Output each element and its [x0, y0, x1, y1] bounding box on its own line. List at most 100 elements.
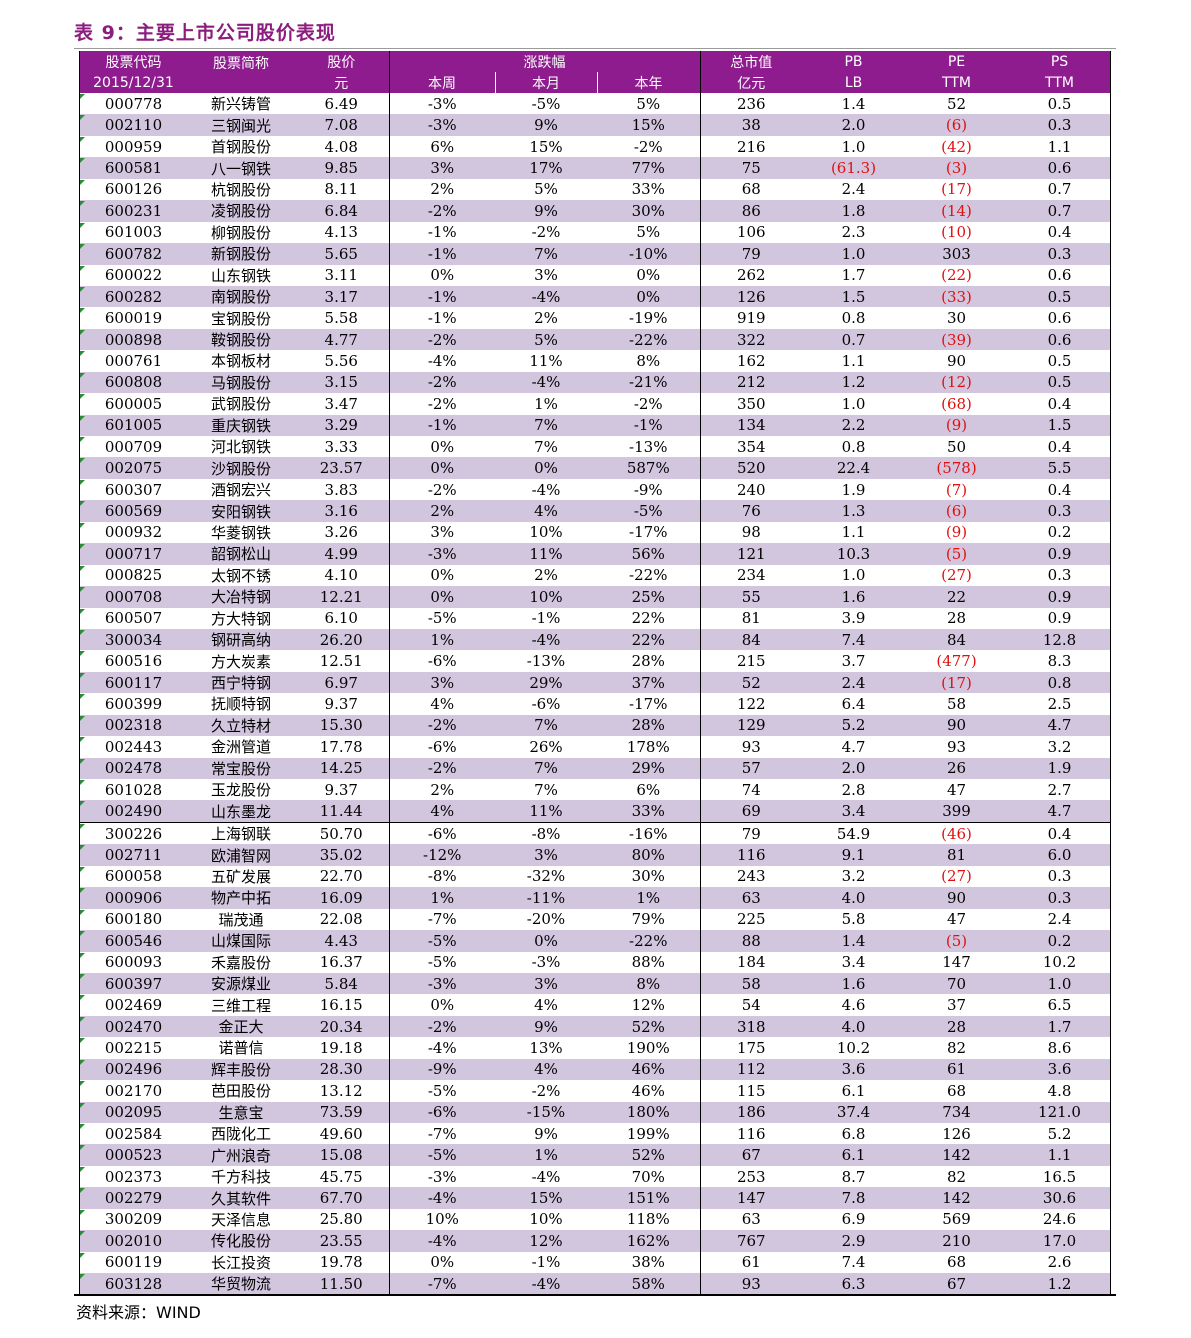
stock-code-cell: 300226	[79, 821, 188, 845]
market-cap-cell: 236	[699, 93, 803, 115]
change-month-cell: -8%	[495, 821, 597, 845]
change-year-cell: 0%	[636, 266, 661, 285]
pe-cell: 61	[905, 1058, 1009, 1081]
pb-cell: 5.8	[841, 910, 866, 929]
price-cell: 4.99	[294, 543, 389, 565]
stock-name-cell: 诺普信	[218, 1039, 264, 1058]
change-week-cell: -5%	[388, 951, 495, 973]
change-month-cell: -4%	[495, 1273, 597, 1295]
change-year-cell: 80%	[597, 844, 701, 866]
header-pe-type: TTM	[905, 72, 1009, 93]
change-week-cell: 0%	[388, 457, 495, 479]
table-title: 表 9：主要上市公司股价表现	[74, 22, 336, 44]
table-row: 600058 五矿发展 22.70 -8% -32% 30% 243 3.2 (27) 0.3	[79, 865, 1111, 888]
change-week-cell: -2%	[388, 371, 495, 394]
change-year-cell: -22%	[597, 328, 701, 351]
price-cell: 16.15	[319, 996, 363, 1015]
change-month-cell: -2%	[531, 223, 561, 242]
price-cell: 4.10	[324, 566, 358, 585]
price-cell: 4.13	[324, 223, 358, 242]
stock-name-cell: 山东钢铁	[210, 266, 271, 285]
change-week-cell: -6%	[388, 650, 495, 672]
price-cell: 17.78	[319, 737, 363, 756]
market-cap-cell: 75	[699, 157, 803, 179]
change-month-cell: 7%	[495, 757, 597, 779]
pe-cell: (477)	[936, 652, 977, 671]
market-cap-cell: 147	[699, 1187, 803, 1209]
pb-cell: 1.1	[841, 351, 866, 370]
market-cap-cell: 38	[699, 114, 803, 136]
change-month-cell: -11%	[495, 887, 597, 909]
price-cell: 73.59	[294, 1101, 389, 1123]
change-year-cell: 30%	[597, 200, 701, 222]
pe-cell: 22	[905, 586, 1009, 608]
stock-name-cell: 芭田股份	[210, 1082, 271, 1101]
change-month-cell: 9%	[495, 1015, 597, 1038]
change-year-cell: 180%	[597, 1101, 701, 1123]
market-cap-cell: 162	[699, 350, 803, 372]
bottom-rule	[74, 1294, 1116, 1296]
change-month-cell: 7%	[495, 243, 597, 265]
table-row: 002584 西陇化工 49.60 -7% 9% 199% 116 6.8 126 5.2	[79, 1123, 1111, 1145]
change-month-cell: 10%	[529, 1210, 563, 1229]
header-price: 股价	[294, 51, 389, 72]
change-month-cell: -15%	[495, 1101, 597, 1123]
pb-cell: 10.2	[836, 1038, 871, 1057]
change-year-cell: -5%	[597, 500, 701, 522]
stock-code-cell: 002215	[79, 1037, 188, 1058]
ps-cell: 2.5	[1047, 694, 1072, 713]
pb-cell: 3.4	[802, 800, 906, 823]
price-cell: 6.10	[324, 609, 358, 628]
pb-cell: 1.2	[802, 371, 906, 394]
stock-code-cell: 600093	[79, 952, 188, 973]
change-week-cell: 4%	[388, 800, 495, 823]
pe-cell: 93	[946, 737, 967, 756]
stock-name-cell: 柳钢股份	[210, 223, 271, 242]
change-month-cell: 11%	[529, 351, 563, 370]
market-cap-cell: 67	[699, 1144, 803, 1166]
stock-code-cell: 600399	[79, 693, 188, 714]
change-year-cell: -16%	[597, 821, 701, 845]
ps-cell: 5.5	[1008, 457, 1112, 479]
change-month-cell: 29%	[495, 671, 597, 694]
market-cap-cell: 225	[699, 908, 803, 931]
stock-code-cell: 600022	[79, 265, 188, 286]
ps-cell: 12.8	[1008, 628, 1112, 651]
market-cap-cell: 63	[699, 887, 803, 909]
header-mcap-unit: 亿元	[699, 72, 803, 93]
stock-name-cell: 酒钢宏兴	[210, 481, 271, 500]
change-year-cell: -9%	[633, 480, 663, 499]
table-row: 600569 安阳钢铁 3.16 2% 4% -5% 76 1.3 (6) 0.3	[79, 500, 1112, 522]
ps-cell: 1.2	[1008, 1273, 1112, 1295]
stock-name-cell: 宝钢股份	[210, 309, 271, 328]
stock-code-cell: 000761	[79, 350, 188, 371]
pb-cell: 2.9	[802, 1230, 906, 1252]
market-cap-cell: 243	[699, 865, 803, 888]
change-month-cell: 1%	[534, 394, 558, 413]
pe-cell: (68)	[941, 394, 972, 413]
stock-name-cell: 河北钢铁	[210, 438, 271, 457]
price-cell: 11.50	[294, 1273, 389, 1295]
stock-code-cell: 600005	[79, 393, 188, 414]
pe-cell: 81	[905, 844, 1009, 866]
change-month-cell: 15%	[529, 137, 563, 156]
ps-cell: 0.5	[1008, 371, 1112, 394]
stock-code-cell: 600019	[79, 307, 188, 328]
change-year-cell: -21%	[597, 371, 701, 394]
pb-cell: 6.1	[841, 1081, 866, 1100]
change-week-cell: -5%	[388, 930, 495, 952]
market-cap-cell: 52	[699, 671, 803, 694]
stock-name-cell: 物产中拓	[188, 887, 294, 909]
stock-code-cell: 002318	[79, 714, 188, 737]
stock-code-cell: 601028	[79, 779, 188, 800]
pe-cell: 58	[946, 694, 967, 713]
change-year-cell: -10%	[597, 243, 701, 265]
ps-cell: 0.4	[1047, 394, 1072, 413]
market-cap-cell: 215	[699, 650, 803, 672]
pb-cell: 1.4	[841, 94, 866, 113]
table-row: 601028 玉龙股份 9.37 2% 7% 6% 74 2.8 47 2.7	[79, 779, 1111, 801]
change-year-cell: 52%	[597, 1015, 701, 1038]
stock-code-cell: 000523	[79, 1144, 188, 1166]
table-row: 002490 山东墨龙 11.44 4% 11% 33% 69 3.4 399 4.7	[79, 800, 1112, 823]
change-week-cell: -3%	[388, 114, 495, 136]
